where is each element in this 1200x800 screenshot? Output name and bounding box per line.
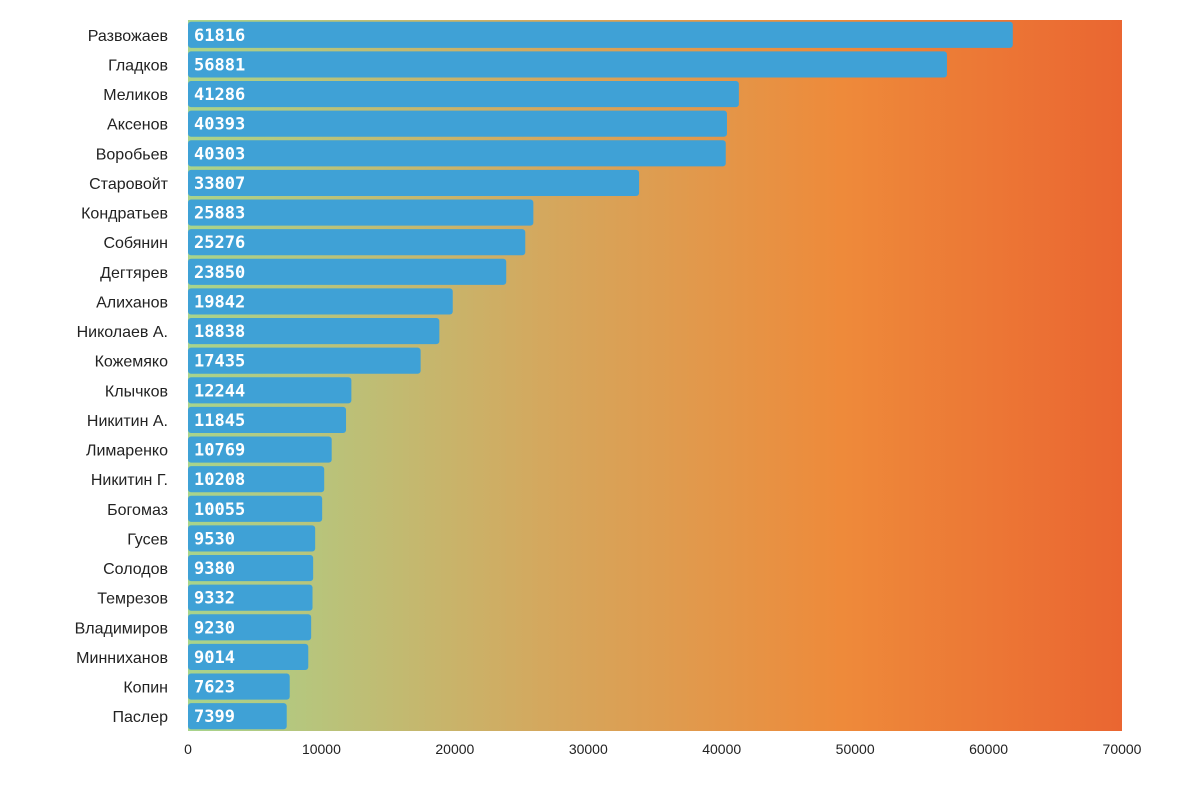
category-label-16: Никитин Г. (91, 472, 168, 489)
category-label-7: Кондратьев (81, 206, 168, 223)
bars-layer: 61816 56881 41286 40393 40303 33807 25883 25276… (188, 21, 1013, 730)
data-label-24: 7399 (194, 707, 235, 727)
category-label-20: Темрезов (97, 591, 168, 608)
bar-24 (188, 703, 287, 730)
x-tick-label-6: 50000 (836, 741, 875, 757)
bar-6 (188, 169, 640, 196)
data-label-12: 17435 (194, 352, 245, 372)
data-label-2: 56881 (194, 55, 245, 75)
bar-10 (188, 288, 453, 315)
bar-2 (188, 51, 947, 78)
bar-20 (188, 584, 313, 611)
category-label-11: Николаев А. (77, 324, 168, 341)
category-label-18: Гусев (127, 531, 168, 548)
category-label-8: Собянин (103, 235, 168, 252)
category-label-17: Богомаз (107, 502, 168, 519)
category-label-19: Солодов (103, 561, 168, 578)
data-label-15: 10769 (194, 441, 245, 461)
x-tick-label-7: 60000 (969, 741, 1008, 757)
data-label-9: 23850 (194, 263, 245, 283)
x-axis-ticks: 0 10000 20000 30000 40000 50000 60000 70000 (184, 741, 1142, 757)
x-tick-label-3: 20000 (435, 741, 474, 757)
bar-18 (188, 525, 316, 552)
bar-3 (188, 81, 739, 108)
data-label-18: 9530 (194, 529, 235, 549)
bar-7 (188, 199, 534, 226)
bar-22 (188, 643, 309, 670)
bar-21 (188, 614, 312, 641)
category-label-23: Копин (123, 680, 168, 697)
data-label-14: 11845 (194, 411, 245, 431)
plot-background (188, 20, 1122, 731)
bar-23 (188, 673, 290, 700)
data-label-11: 18838 (194, 322, 245, 342)
x-tick-label-1: 0 (184, 741, 192, 757)
data-label-16: 10208 (194, 470, 245, 490)
data-label-1: 61816 (194, 26, 245, 46)
category-label-21: Владимиров (75, 620, 168, 637)
category-label-12: Кожемяко (95, 354, 168, 371)
data-label-8: 25276 (194, 233, 245, 253)
x-tick-label-5: 40000 (702, 741, 741, 757)
category-label-6: Старовойт (89, 176, 169, 193)
category-label-5: Воробьев (96, 146, 168, 163)
data-label-20: 9332 (194, 589, 235, 609)
data-label-22: 9014 (194, 648, 235, 668)
x-tick-label-8: 70000 (1103, 741, 1142, 757)
data-label-6: 33807 (194, 174, 245, 194)
category-label-22: Минниханов (76, 650, 168, 667)
category-label-14: Никитин А. (87, 413, 168, 430)
bar-15 (188, 436, 332, 463)
bar-9 (188, 258, 507, 285)
data-label-17: 10055 (194, 500, 245, 520)
bar-11 (188, 318, 440, 345)
category-label-1: Развожаев (88, 28, 168, 45)
bar-16 (188, 466, 325, 493)
data-label-21: 9230 (194, 618, 235, 638)
category-label-2: Гладков (108, 57, 168, 74)
category-label-13: Клычков (105, 383, 168, 400)
bar-4 (188, 110, 727, 137)
bar-12 (188, 347, 421, 374)
category-label-15: Лимаренко (86, 443, 168, 460)
category-label-9: Дегтярев (100, 265, 168, 282)
bar-13 (188, 377, 352, 404)
data-label-5: 40303 (194, 144, 245, 164)
bar-17 (188, 495, 323, 522)
category-label-10: Алиханов (96, 294, 168, 311)
bar-5 (188, 140, 726, 167)
data-label-7: 25883 (194, 204, 245, 224)
category-labels: Развожаев Гладков Меликов Аксенов Воробьев Ст… (75, 28, 169, 726)
category-label-24: Паслер (112, 709, 168, 726)
category-label-4: Аксенов (107, 117, 168, 134)
x-tick-label-4: 30000 (569, 741, 608, 757)
data-label-10: 19842 (194, 292, 245, 312)
data-label-3: 41286 (194, 85, 245, 105)
data-label-23: 7623 (194, 678, 235, 698)
data-label-13: 12244 (194, 381, 245, 401)
bar-14 (188, 406, 347, 433)
bar-1 (188, 21, 1013, 48)
category-label-3: Меликов (103, 87, 168, 104)
x-tick-label-2: 10000 (302, 741, 341, 757)
bar-19 (188, 555, 314, 582)
bar-8 (188, 229, 526, 256)
data-label-4: 40393 (194, 115, 245, 135)
data-label-19: 9380 (194, 559, 235, 579)
